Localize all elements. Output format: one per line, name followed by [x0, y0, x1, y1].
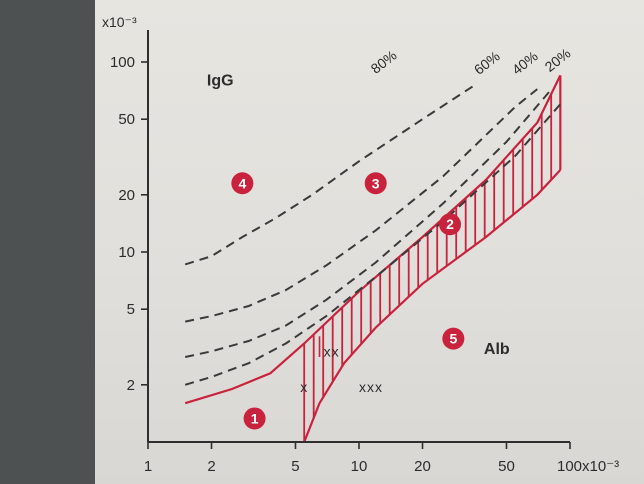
x-tick-label: 2	[207, 458, 215, 475]
curve-label-80pct: 80%	[368, 47, 400, 77]
marker-xxx: xxx	[359, 379, 383, 395]
y-axis-name: IgG	[207, 73, 234, 90]
y-tick-label: 50	[118, 111, 135, 128]
region-badge-number: 4	[238, 175, 246, 191]
x-tick-label: 5	[291, 458, 299, 475]
region-badge-number: 2	[446, 216, 454, 232]
y-tick-label: 20	[118, 187, 135, 204]
x-tick-label: 50	[498, 458, 515, 475]
y-tick-label: 100	[110, 54, 135, 71]
region-badge-1	[243, 407, 266, 430]
band-upper-line	[184, 74, 562, 405]
curve-20pct	[184, 103, 562, 386]
curve-60pct	[184, 88, 538, 323]
curve-40pct	[184, 90, 551, 358]
curve-80pct	[184, 84, 475, 266]
band-lower-line	[303, 169, 562, 442]
x-axis-name: Alb	[484, 341, 510, 358]
x-tick-label: 100x10⁻³	[557, 458, 619, 475]
x-tick-label: 20	[414, 458, 431, 475]
x-tick-label: 10	[351, 458, 368, 475]
y-tick-label: 10	[118, 244, 135, 261]
region-badge-4	[231, 172, 254, 195]
curve-label-40pct: 40%	[509, 48, 541, 78]
region-badge-3	[364, 172, 387, 195]
region-badge-number: 1	[251, 410, 259, 426]
y-axis-unit: x10⁻³	[102, 14, 137, 30]
y-tick-label: 2	[127, 377, 135, 394]
y-tick-label: 5	[127, 301, 135, 318]
region-badge-number: 5	[449, 331, 457, 347]
curve-label-60pct: 60%	[471, 48, 503, 78]
region-badge-5	[442, 327, 465, 350]
marker-xx: xx	[324, 343, 340, 359]
marker-x: x	[300, 379, 308, 395]
curve-label-20pct: 20%	[542, 45, 574, 75]
region-badge-number: 3	[372, 175, 380, 191]
x-tick-label: 1	[144, 458, 152, 475]
region-badge-2	[439, 213, 462, 236]
